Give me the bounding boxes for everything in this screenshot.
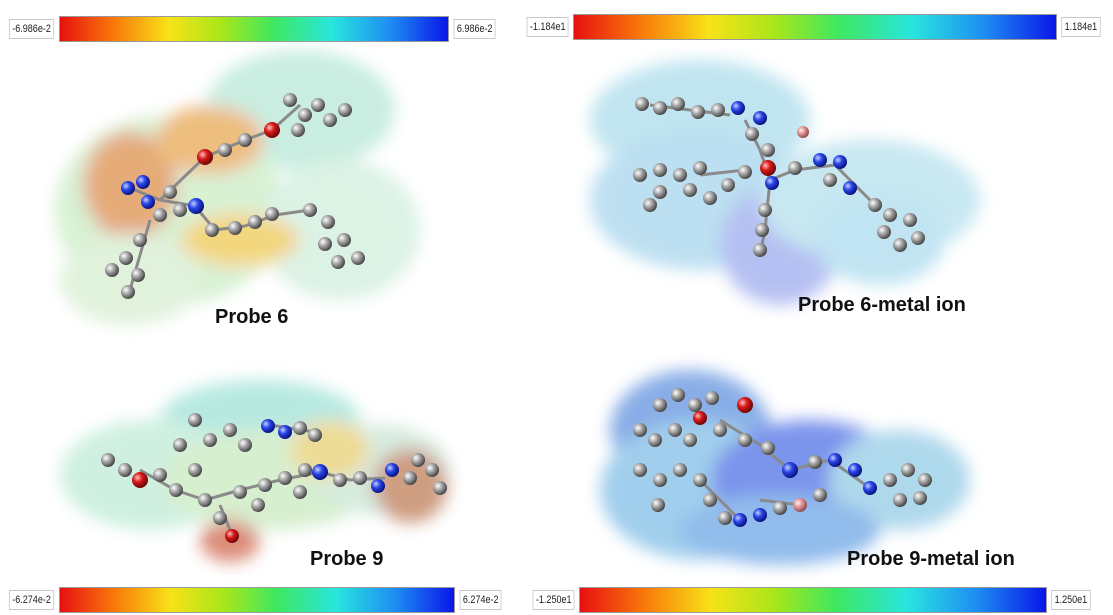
molecule-probe6 — [55, 50, 420, 325]
colorbar-probe6: -6.986e-2 6.986e-2 — [4, 16, 501, 42]
colorbar-probe9-metal: -1.250e1 1.250e1 — [528, 587, 1095, 613]
colorbar-probe6-metal: -1.184e1 1.184e1 — [522, 14, 1105, 40]
colorbar-gradient — [573, 14, 1058, 40]
atoms — [633, 97, 925, 257]
colorbar-min-label: -1.184e1 — [526, 17, 569, 37]
colorbar-min-label: -6.274e-2 — [8, 590, 55, 610]
esp-surface — [60, 380, 450, 562]
molecule-probe9 — [60, 380, 450, 562]
molecule-probe6-metal — [590, 60, 980, 305]
colorbar-gradient — [59, 16, 450, 42]
colorbar-max-label: 1.184e1 — [1061, 17, 1101, 37]
esp-surface — [600, 370, 970, 565]
colorbar-probe9: -6.274e-2 6.274e-2 — [4, 587, 507, 613]
atoms — [633, 388, 932, 527]
molecule-probe9-metal — [600, 370, 970, 565]
colorbar-max-label: 6.274e-2 — [459, 590, 502, 610]
colorbar-gradient — [579, 587, 1048, 613]
colorbar-max-label: 6.986e-2 — [453, 19, 496, 39]
title-probe6-metal: Probe 6-metal ion — [798, 294, 966, 316]
colorbar-min-label: -1.250e1 — [532, 590, 575, 610]
colorbar-gradient — [59, 587, 456, 613]
title-probe9: Probe 9 — [310, 548, 384, 570]
esp-surface — [55, 50, 420, 325]
esp-surface — [590, 60, 980, 305]
atoms — [101, 413, 447, 543]
atoms — [105, 93, 365, 299]
title-probe6: Probe 6 — [215, 306, 289, 328]
title-probe9-metal: Probe 9-metal ion — [847, 548, 1015, 570]
colorbar-min-label: -6.986e-2 — [8, 19, 55, 39]
